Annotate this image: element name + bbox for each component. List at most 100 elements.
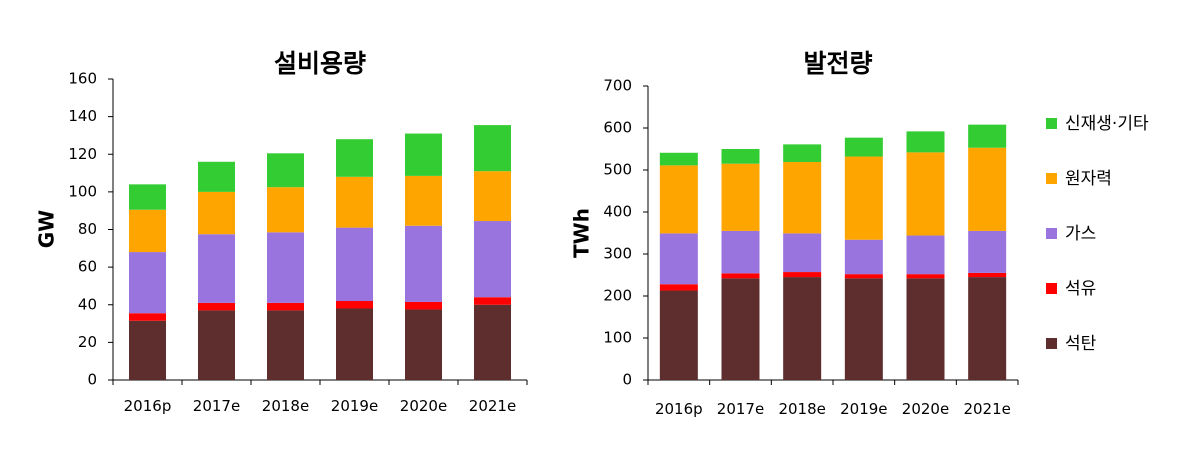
bar-segment-석탄	[267, 310, 304, 380]
bar-segment-석유	[129, 313, 166, 321]
legend-label: 원자력	[1065, 169, 1112, 189]
bar-segment-석탄	[474, 304, 511, 380]
bar-segment-원자력	[267, 187, 304, 233]
bar-segment-신재생·기타	[267, 153, 304, 188]
legend-swatch	[1046, 118, 1057, 129]
bar-segment-석유	[968, 272, 1007, 278]
chart-title: 발전량	[803, 49, 872, 78]
bar-segment-석탄	[336, 308, 373, 380]
bar-segment-원자력	[198, 191, 235, 235]
bar-segment-원자력	[474, 171, 511, 222]
chart-1: 설비용량 GW 0 20 40 60 80 100 120 140 160 2016p 2017e 201…	[35, 49, 528, 415]
bar-segment-원자력	[659, 165, 698, 234]
bar-segment-신재생·기타	[721, 149, 760, 164]
bar-segment-신재생·기타	[198, 161, 235, 192]
bar-segment-가스	[721, 230, 760, 274]
bar-segment-가스	[267, 232, 304, 303]
bar-segment-석탄	[906, 278, 945, 380]
x-tick-label: 2017e	[193, 397, 240, 415]
bar-segment-석유	[783, 272, 822, 278]
y-tick-label: 80	[78, 220, 97, 238]
y-tick-label: 600	[603, 119, 632, 137]
y-axis-label: GW	[35, 210, 59, 248]
bar-segment-원자력	[906, 152, 945, 236]
bar-segment-석유	[659, 284, 698, 291]
legend-label: 가스	[1065, 224, 1096, 244]
legend-swatch	[1046, 338, 1057, 349]
y-tick-label: 120	[68, 145, 97, 163]
x-tick-label: 2018e	[778, 400, 825, 418]
bar-segment-원자력	[968, 147, 1007, 231]
legend-label: 신재생·기타	[1065, 114, 1149, 134]
chart-2: 발전량 TWh 0 100 200 300 400 500 600 700 2016p 2017e 20…	[570, 49, 1019, 418]
y-tick-label: 60	[78, 258, 97, 276]
bar-segment-가스	[844, 239, 883, 275]
legend-label: 석탄	[1065, 334, 1097, 354]
bar-segment-신재생·기타	[129, 184, 166, 210]
legend-label: 석유	[1065, 279, 1096, 299]
x-tick-label: 2016p	[655, 400, 703, 418]
bar-segment-가스	[336, 227, 373, 301]
bar-segment-원자력	[721, 163, 760, 231]
bar-segment-신재생·기타	[405, 133, 442, 176]
y-tick-label: 20	[78, 333, 97, 351]
y-tick-label: 40	[78, 295, 97, 313]
bar-segment-가스	[659, 233, 698, 285]
bar-segment-신재생·기타	[783, 144, 822, 163]
bar-segment-석유	[474, 297, 511, 305]
y-tick-label: 100	[68, 182, 97, 200]
bar-segment-석탄	[129, 320, 166, 380]
bar-segment-석탄	[659, 290, 698, 380]
y-tick-label: 160	[68, 70, 97, 88]
bar-segment-가스	[906, 235, 945, 275]
legend-swatch	[1046, 173, 1057, 184]
y-axis-label: TWh	[570, 208, 594, 258]
bar-segment-석탄	[721, 278, 760, 380]
bar-segment-석탄	[783, 277, 822, 380]
bar-segment-가스	[968, 230, 1007, 273]
bar-segment-가스	[783, 233, 822, 273]
x-tick-label: 2019e	[840, 400, 887, 418]
bar-segment-석탄	[198, 310, 235, 380]
x-tick-label: 2020e	[902, 400, 949, 418]
bar-segment-가스	[129, 252, 166, 314]
bar-segment-신재생·기타	[474, 125, 511, 172]
bar-segment-원자력	[783, 162, 822, 234]
y-tick-label: 0	[87, 371, 97, 389]
bar-segment-신재생·기타	[659, 152, 698, 166]
y-tick-label: 140	[68, 107, 97, 125]
bar-segment-원자력	[405, 175, 442, 226]
x-tick-label: 2020e	[400, 397, 447, 415]
bar-segment-석유	[405, 301, 442, 310]
bar-segment-원자력	[129, 209, 166, 253]
y-tick-label: 500	[603, 161, 632, 179]
y-tick-label: 300	[603, 245, 632, 263]
bar-segment-신재생·기타	[844, 137, 883, 157]
bar-segment-원자력	[336, 176, 373, 228]
bar-segment-석탄	[844, 278, 883, 380]
bar-segment-석탄	[405, 309, 442, 380]
x-tick-label: 2016p	[124, 397, 172, 415]
bar-segment-석유	[198, 302, 235, 311]
x-tick-label: 2017e	[717, 400, 764, 418]
x-tick-label: 2021e	[469, 397, 516, 415]
bar-segment-가스	[198, 234, 235, 303]
y-tick-label: 400	[603, 203, 632, 221]
y-tick-label: 0	[622, 371, 632, 389]
bar-segment-석유	[906, 274, 945, 279]
bar-segment-가스	[474, 221, 511, 298]
x-tick-label: 2018e	[262, 397, 309, 415]
y-tick-label: 100	[603, 329, 632, 347]
y-tick-label: 200	[603, 287, 632, 305]
legend-swatch	[1046, 228, 1057, 239]
bar-segment-석유	[721, 273, 760, 279]
bar-segment-석유	[844, 274, 883, 279]
y-tick-label: 700	[603, 77, 632, 95]
bar-segment-신재생·기타	[906, 131, 945, 153]
bar-segment-원자력	[844, 156, 883, 240]
bar-segment-가스	[405, 225, 442, 302]
legend-swatch	[1046, 283, 1057, 294]
